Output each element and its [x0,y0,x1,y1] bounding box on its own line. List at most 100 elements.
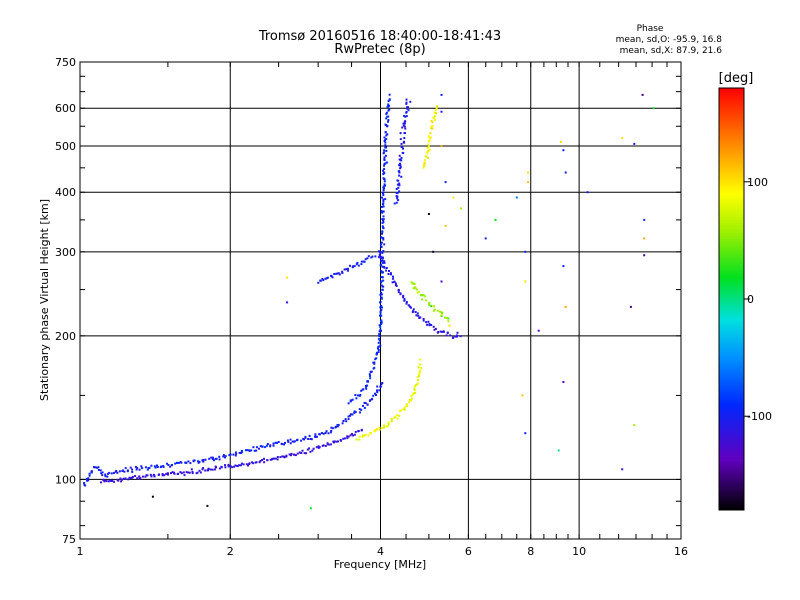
echo-point [234,451,237,454]
echo-point [399,164,402,167]
echo-point [537,329,540,332]
echo-point [317,281,320,284]
echo-point [182,471,185,474]
echo-point [382,210,385,213]
echo-point [397,179,400,182]
echo-point [452,196,455,199]
echo-point [127,478,130,481]
echo-point [404,115,407,118]
echo-point [96,466,99,469]
y-axis-ticks: 75 100 200 300 400 500 600 750 [55,56,681,546]
echo-point [349,434,352,437]
echo-point [255,449,258,452]
echo-point [381,230,384,233]
echo-point [428,303,431,306]
echo-point [240,452,243,454]
echo-point [385,111,388,114]
echo-point [413,389,416,392]
echo-point [384,154,387,157]
echo-point [342,420,345,422]
echo-point [376,391,379,394]
echo-point [456,331,459,334]
echo-point [402,122,405,125]
echo-point [388,270,390,272]
echo-point [421,298,424,301]
echo-point [380,256,382,259]
echo-point [187,471,189,474]
echo-point [403,114,406,117]
echo-point [399,138,402,141]
echo-point [305,452,308,455]
echo-point [425,155,428,158]
echo-point [383,149,386,152]
echo-point [239,464,242,467]
echo-point [440,280,443,283]
echo-point [621,136,624,139]
echo-point [459,335,462,338]
echo-point [122,477,125,480]
echo-point [300,439,303,442]
echo-point [380,269,383,272]
echo-point [439,310,441,313]
echo-point [183,474,186,477]
echo-point [318,446,321,449]
echo-point [429,132,432,135]
echo-point [394,415,397,418]
echo-point [246,449,249,452]
echo-point [385,138,388,140]
echo-point [403,120,406,123]
echo-point [435,112,438,115]
echo-point [357,264,360,267]
echo-point [386,125,389,128]
echo-point [229,465,232,467]
echo-point [123,470,126,473]
echo-point [281,455,284,458]
echo-point [192,459,195,462]
echo-point [383,164,386,167]
echo-point [380,246,383,249]
echo-point [440,313,443,316]
echo-point [380,321,383,324]
echo-point [341,270,344,273]
echo-point [337,423,340,426]
echo-point [384,123,387,126]
echo-point [412,287,415,290]
echo-point [286,439,289,442]
echo-point [369,399,372,402]
echo-point [202,467,205,469]
echo-point [397,291,400,294]
echo-point [399,132,402,135]
echo-point [150,475,153,478]
echo-point [179,471,182,474]
echo-point [163,474,166,477]
echo-point [560,140,562,143]
echo-point [100,481,102,484]
echo-point [428,148,431,151]
echo-point [190,468,193,471]
echo-point [428,324,431,327]
echo-point [363,260,366,263]
echo-point [431,121,434,124]
echo-point [403,408,406,411]
echo-point [403,297,406,300]
echo-point [322,279,325,282]
echo-point [293,440,296,443]
echo-point [380,264,383,267]
echo-point [380,304,383,307]
echo-point [389,273,392,276]
echo-point [238,451,241,454]
echo-point [335,440,338,443]
echo-point [376,351,378,354]
echo-point [264,446,267,449]
echo-point [130,477,132,480]
echo-point [383,167,386,170]
echo-point [218,455,221,458]
echo-point [359,411,361,414]
echo-point [387,423,390,426]
echo-point [314,433,317,436]
echo-point [104,473,107,476]
echo-point [586,191,589,194]
echo-point [431,127,434,130]
echo-point [402,152,405,154]
y-tick-label: 200 [55,330,76,343]
